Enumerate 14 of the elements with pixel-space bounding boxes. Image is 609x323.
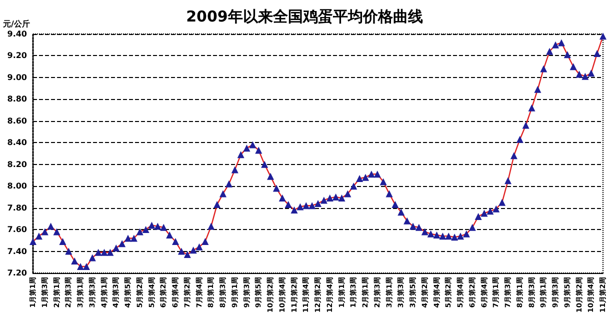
y-tick-label: 9.20 (7, 51, 28, 60)
y-axis-title: 元/公斤 (2, 20, 30, 28)
y-tick-label: 8.20 (7, 160, 28, 169)
y-tick-label: 7.80 (7, 203, 28, 212)
y-tick-label: 9.00 (7, 72, 28, 82)
y-tick-label: 8.80 (7, 94, 28, 104)
y-tick-label: 8.60 (7, 116, 28, 126)
y-tick-label: 8.40 (7, 138, 28, 148)
y-tick-label: 7.60 (7, 225, 28, 234)
chart-title: 2009年以来全国鸡蛋平均价格曲线 (186, 8, 423, 26)
y-tick-label: 7.40 (7, 246, 28, 256)
y-tick-label: 7.20 (7, 268, 28, 278)
y-tick-label: 9.40 (7, 30, 28, 38)
y-tick-label: 8.00 (7, 182, 28, 191)
